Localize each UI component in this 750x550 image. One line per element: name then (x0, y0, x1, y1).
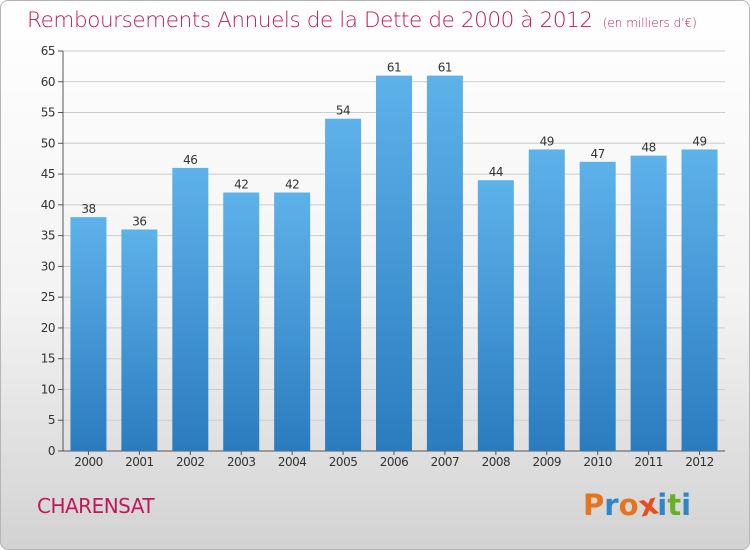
x-tick-label-2006: 2006 (380, 455, 409, 469)
data-label-2004: 42 (285, 178, 299, 192)
data-label-2003: 42 (234, 178, 248, 192)
logo-letter: t (667, 488, 682, 522)
logo-letter: i (657, 488, 668, 522)
logo-letter: r (604, 488, 619, 522)
logo-letter: o (618, 488, 639, 522)
x-tick-label-2003: 2003 (227, 455, 256, 469)
commune-name: CHARENSAT (37, 494, 155, 518)
x-tick-label-2002: 2002 (176, 455, 205, 469)
x-tick-label-2011: 2011 (634, 455, 663, 469)
bar-2002 (172, 167, 209, 451)
x-tick-label-2008: 2008 (482, 455, 511, 469)
data-label-2001: 36 (132, 214, 146, 228)
bar-2005 (325, 118, 362, 451)
x-tick-label-2007: 2007 (431, 455, 460, 469)
y-tick-label: 30 (41, 259, 55, 273)
proxiti-logo: Proxiti (583, 486, 692, 524)
bar-2001 (121, 229, 158, 451)
y-tick-label: 10 (41, 382, 55, 396)
y-tick-label: 65 (41, 44, 55, 58)
y-tick-label: 35 (41, 229, 55, 243)
logo-letter: i (681, 488, 692, 522)
x-tick-label-2009: 2009 (532, 455, 561, 469)
y-tick-label: 20 (41, 321, 55, 335)
data-label-2008: 44 (489, 165, 503, 179)
data-label-2005: 54 (336, 104, 350, 118)
y-tick-label: 40 (41, 198, 55, 212)
y-tick-label: 50 (41, 136, 55, 150)
bar-2010 (579, 161, 616, 451)
data-label-2002: 46 (183, 153, 197, 167)
bar-2004 (274, 192, 311, 452)
bar-2009 (528, 149, 565, 451)
x-tick-label-2012: 2012 (685, 455, 714, 469)
data-label-2006: 61 (387, 61, 401, 75)
x-tick-label-2000: 2000 (74, 455, 103, 469)
data-label-2012: 49 (692, 134, 706, 148)
x-tick-label-2005: 2005 (329, 455, 358, 469)
data-label-2010: 47 (591, 147, 605, 161)
logo-letter: P (583, 488, 605, 522)
bar-2003 (223, 192, 260, 452)
data-label-2011: 48 (641, 141, 655, 155)
x-tick-label-2001: 2001 (125, 455, 154, 469)
chart-unit: (en milliers d'€) (602, 16, 697, 30)
bar-2007 (426, 75, 463, 451)
chart-title-text: Remboursements Annuels de la Dette de 20… (27, 8, 593, 33)
data-label-2009: 49 (540, 134, 554, 148)
y-tick-label: 55 (41, 106, 55, 120)
bar-2000 (70, 217, 107, 451)
y-tick-label: 15 (41, 352, 55, 366)
data-label-2007: 61 (438, 61, 452, 75)
y-tick-label: 60 (41, 75, 55, 89)
y-tick-label: 5 (48, 413, 55, 427)
data-label-2000: 38 (81, 202, 95, 216)
x-tick-label-2004: 2004 (278, 455, 307, 469)
bar-2011 (630, 155, 667, 451)
chart-title: Remboursements Annuels de la Dette de 20… (27, 8, 697, 33)
y-tick-label: 25 (41, 290, 55, 304)
y-tick-label: 0 (48, 444, 55, 458)
bar-2008 (477, 180, 514, 451)
bar-2006 (376, 75, 412, 451)
y-tick-label: 45 (41, 167, 55, 181)
x-tick-label-2010: 2010 (583, 455, 612, 469)
bar-2012 (681, 149, 718, 451)
